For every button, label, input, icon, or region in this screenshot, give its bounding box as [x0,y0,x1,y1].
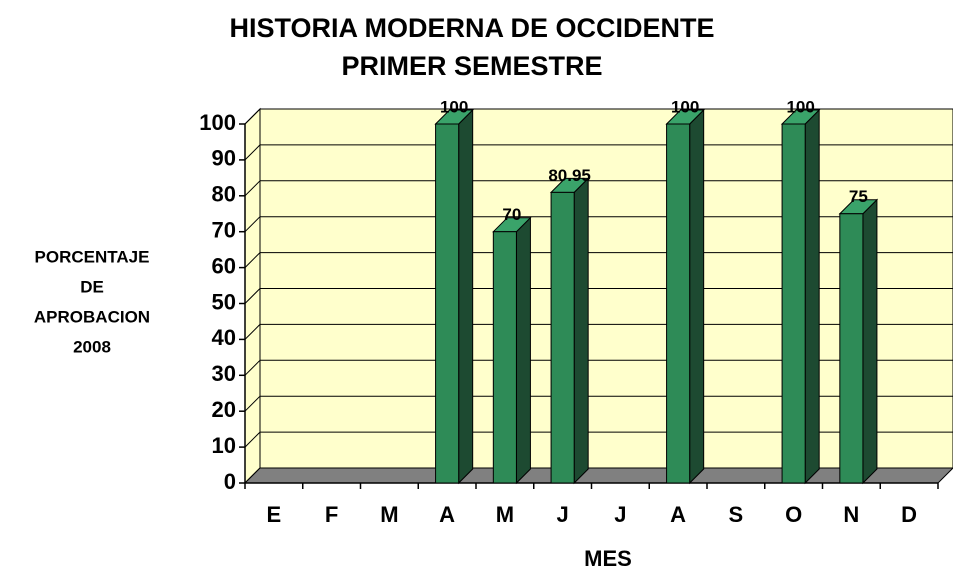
bar-side [862,198,878,485]
y-tick-label: 100 [199,110,236,135]
bar [839,213,864,484]
grid-line [244,252,261,268]
data-label: 70 [502,205,521,224]
grid-line [244,359,261,376]
y-tick-label: 60 [212,253,236,278]
data-label: 100 [671,97,699,116]
x-tick-label: J [557,502,569,527]
x-tick-label: J [614,502,626,527]
bar-side [804,108,820,485]
y-tick-label: 70 [212,218,236,243]
bar [550,191,575,484]
data-label: 80.95 [548,166,591,185]
y-tick-label: 90 [212,146,236,171]
grid-line [244,216,261,233]
x-tick-label: A [670,502,686,527]
grid-line [244,324,261,340]
bar-side [458,108,474,485]
x-axis-title: MES [584,546,632,571]
y-tick-label: 10 [212,433,236,458]
y-tick-label: 40 [212,325,236,350]
bar-side [515,216,531,485]
x-tick-label: S [729,502,744,527]
data-label: 100 [786,97,814,116]
grid-line [244,288,261,304]
grid-line [244,431,261,448]
x-tick-label: O [785,502,802,527]
x-tick-label: D [901,502,917,527]
y-tick-label: 0 [224,469,236,494]
x-tick-label: A [439,502,455,527]
x-tick-label: M [380,502,398,527]
grid-line [244,180,261,197]
chart-title: HISTORIA MODERNA DE OCCIDENTE [229,13,714,43]
data-label: 100 [440,97,468,116]
y-axis-title: DE [80,277,104,296]
grid-line [244,395,261,412]
data-label: 75 [849,187,868,206]
grid-line [244,144,261,161]
bar [492,231,517,484]
bar [666,123,691,484]
x-tick-label: E [267,502,282,527]
x-tick-label: M [496,502,514,527]
x-tick-label: F [325,502,338,527]
grid-line [244,108,261,125]
y-axis-title: PORCENTAJE [35,247,150,266]
y-tick-label: 80 [212,182,236,207]
x-tick-label: N [843,502,859,527]
bar-side [689,108,705,485]
y-axis-title: 2008 [73,337,111,356]
bar [435,123,460,484]
bar-side [573,177,589,485]
bar [781,123,806,484]
y-tick-label: 20 [212,397,236,422]
y-tick-label: 30 [212,361,236,386]
chart-subtitle: PRIMER SEMESTRE [341,51,602,81]
y-tick-label: 50 [212,289,236,314]
y-axis-title: APROBACION [34,307,150,326]
